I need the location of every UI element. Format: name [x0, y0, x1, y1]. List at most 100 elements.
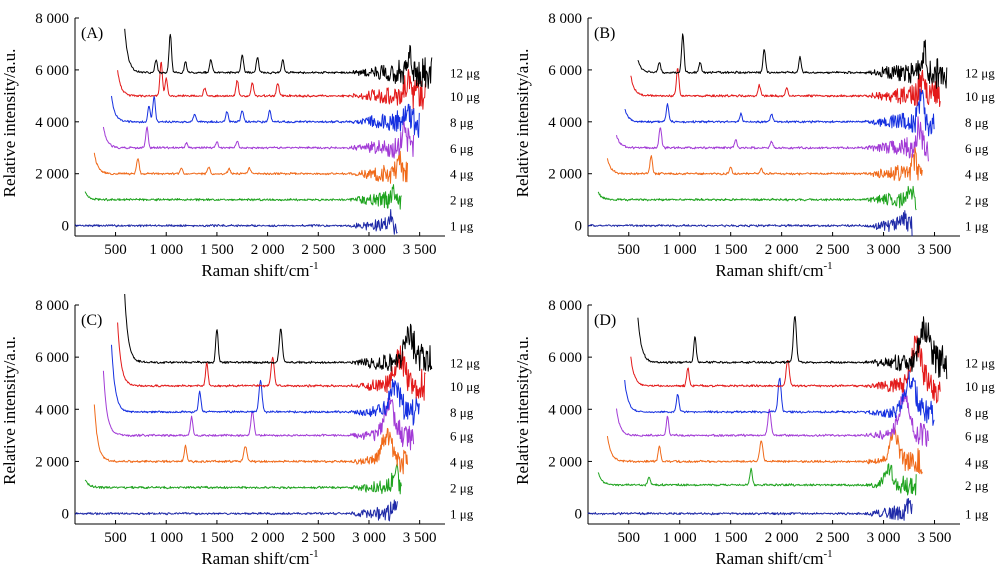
y-axis-title: Relative intensity/a.u.: [0, 336, 19, 485]
spectrum-line: [587, 498, 913, 521]
y-tick-label: 6 000: [35, 63, 69, 79]
series-label: 1 μg: [965, 219, 989, 234]
series-label: 10 μg: [965, 379, 995, 394]
spectrum-line: [597, 463, 917, 496]
y-axis-title: Relative intensity/a.u.: [513, 336, 532, 485]
spectrum-line: [102, 370, 415, 451]
spectrum-line: [102, 118, 415, 159]
spectrum-line: [93, 404, 408, 475]
spectrum-line: [84, 184, 402, 210]
spectrum-line: [624, 369, 935, 426]
y-tick-label: 6 000: [548, 63, 582, 79]
y-tick-label: 2 000: [548, 454, 582, 470]
series-label: 2 μg: [965, 478, 989, 493]
spectrum-line: [74, 209, 398, 235]
series-label: 4 μg: [450, 454, 474, 469]
x-tick-label: 1 500: [200, 242, 234, 258]
x-axis-title-main: Raman shift/cm: [201, 549, 309, 568]
series-label: 1 μg: [450, 507, 474, 522]
x-tick-label: 1 000: [663, 242, 697, 258]
x-tick-label: 1 000: [149, 530, 183, 546]
y-tick-label: 2 000: [548, 167, 582, 183]
x-tick-label: 2 000: [251, 530, 285, 546]
y-tick-label: 4 000: [35, 115, 69, 131]
spectrum-line: [84, 462, 402, 495]
spectrum-line: [117, 322, 426, 401]
spectrum-line: [111, 344, 420, 426]
series-label: 10 μg: [450, 379, 480, 394]
spectrum-line: [606, 427, 923, 475]
y-tick-label: 2 000: [35, 454, 69, 470]
series-label: 6 μg: [450, 428, 474, 443]
x-tick-label: 1 500: [714, 530, 748, 546]
panel-d: 0 2 000 4 000 6 000 8 000 500 1 000 1 500 2 000 2…: [513, 298, 995, 568]
x-tick-label: 3 000: [352, 530, 386, 546]
x-tick-label: 3 500: [918, 242, 952, 258]
x-tick-label: 2 500: [301, 530, 335, 546]
x-axis-title: Raman shift/cm-1: [201, 548, 318, 568]
series-label: 4 μg: [450, 167, 474, 182]
x-axis-title-main: Raman shift/cm: [715, 261, 823, 280]
x-tick-label: 3 500: [403, 242, 437, 258]
series-label: 1 μg: [965, 507, 989, 522]
x-tick-label: 1 500: [714, 242, 748, 258]
x-tick-label: 2 000: [765, 242, 799, 258]
y-tick-label: 4 000: [35, 402, 69, 418]
spectrum-line: [117, 61, 426, 110]
y-tick-label: 8 000: [35, 11, 69, 27]
x-tick-label: 2 500: [816, 530, 850, 546]
x-tick-label: 3 000: [867, 530, 901, 546]
spectrum-line: [597, 185, 917, 211]
spectrum-line: [630, 335, 941, 404]
y-tick-label: 8 000: [548, 298, 582, 314]
spectrum-line: [124, 28, 433, 89]
series-label: 12 μg: [450, 355, 480, 370]
x-axis-title-sup: -1: [823, 260, 832, 272]
y-tick-label: 0: [575, 507, 583, 523]
series-label: 2 μg: [450, 193, 474, 208]
x-tick-label: 500: [618, 530, 641, 546]
panel-c: 0 2 000 4 000 6 000 8 000 500 1 000 1 500 2 000 2…: [0, 293, 480, 568]
series-label: 12 μg: [965, 66, 995, 81]
series-label: 6 μg: [450, 141, 474, 156]
spectrum-line: [616, 388, 929, 447]
x-axis-title-main: Raman shift/cm: [201, 261, 309, 280]
spectrum-line: [630, 68, 941, 107]
spectrum-line: [124, 293, 433, 372]
y-tick-label: 8 000: [35, 298, 69, 314]
y-tick-label: 0: [62, 507, 70, 523]
x-axis-title: Raman shift/cm-1: [715, 260, 832, 280]
series-label: 8 μg: [450, 405, 474, 420]
x-tick-label: 3 500: [403, 530, 437, 546]
series-label: 1 μg: [450, 219, 474, 234]
x-tick-label: 1 000: [663, 530, 697, 546]
x-tick-label: 2 000: [251, 242, 285, 258]
x-axis-title-main: Raman shift/cm: [715, 549, 823, 568]
spectrum-line: [606, 146, 923, 182]
series-label: 8 μg: [450, 115, 474, 130]
series-label: 6 μg: [965, 428, 989, 443]
x-axis-title: Raman shift/cm-1: [201, 260, 318, 280]
x-axis-title-sup: -1: [309, 260, 318, 272]
y-tick-label: 0: [575, 219, 583, 235]
spectrum-line: [111, 95, 420, 138]
x-tick-label: 3 000: [867, 242, 901, 258]
x-tick-label: 2 500: [301, 242, 335, 258]
y-axis-title: Relative intensity/a.u.: [0, 49, 19, 198]
series-label: 4 μg: [965, 167, 989, 182]
y-axis-title: Relative intensity/a.u.: [513, 49, 532, 198]
x-tick-label: 3 500: [918, 530, 952, 546]
x-axis-title: Raman shift/cm-1: [715, 548, 832, 568]
panel-label: (C): [81, 312, 102, 329]
spectrum-line: [93, 150, 408, 184]
spectrum-line: [624, 88, 935, 137]
spectrum-line: [74, 499, 398, 522]
x-tick-label: 500: [104, 242, 127, 258]
x-axis-title-sup: -1: [309, 548, 318, 560]
spectrum-line: [587, 210, 913, 237]
series-label: 4 μg: [965, 454, 989, 469]
y-tick-label: 6 000: [35, 350, 69, 366]
series-label: 10 μg: [965, 89, 995, 104]
x-tick-label: 500: [618, 242, 641, 258]
